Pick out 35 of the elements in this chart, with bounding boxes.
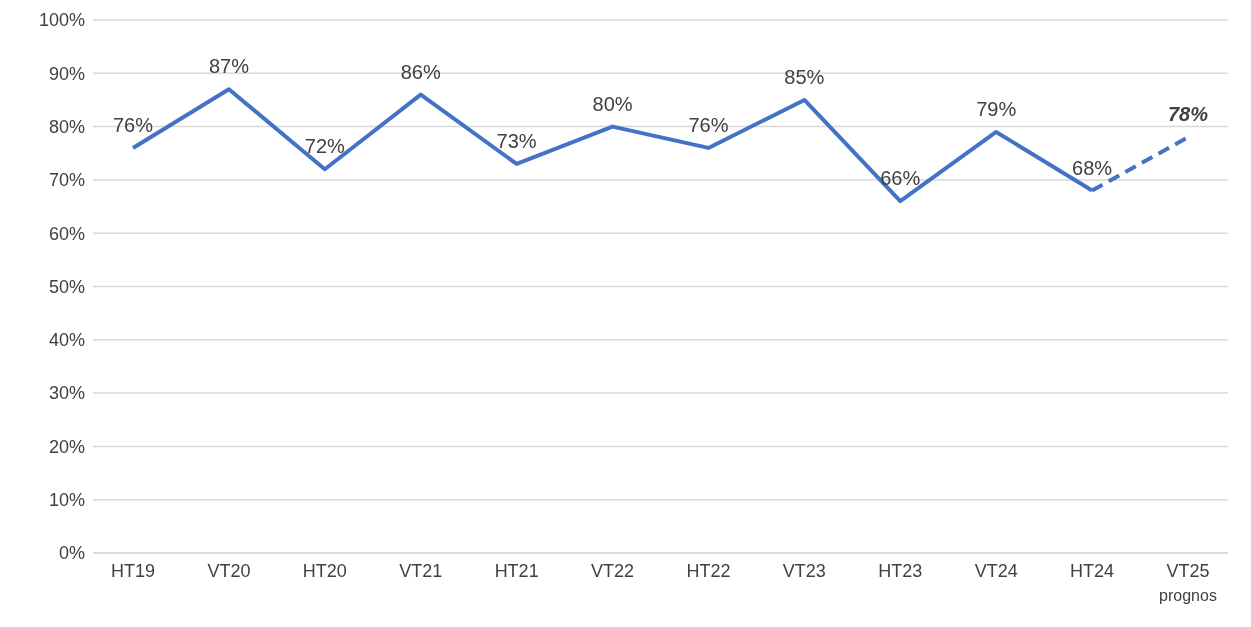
data-label: 78%	[1167, 103, 1209, 126]
data-label: 86%	[400, 60, 441, 83]
y-tick-label: 70%	[48, 170, 85, 191]
x-tick-label: HT23	[878, 561, 923, 581]
data-label: 72%	[304, 135, 346, 158]
y-tick-label: 30%	[48, 383, 85, 404]
x-tick-label: VT22	[591, 561, 635, 581]
y-tick-label: 50%	[48, 276, 85, 297]
data-label: 68%	[1072, 156, 1113, 179]
data-label: 76%	[112, 113, 154, 136]
y-tick-label: 100%	[38, 10, 85, 31]
data-label: 73%	[496, 129, 537, 152]
data-label: 85%	[784, 65, 825, 88]
x-tick-label: HT24	[1070, 561, 1115, 581]
data-label: 87%	[208, 55, 250, 78]
x-tick-label: HT22	[686, 561, 731, 581]
x-tick-label: VT24	[974, 561, 1018, 581]
y-tick-label: 0%	[58, 543, 85, 564]
y-tick-label: 80%	[48, 116, 85, 137]
data-label: 80%	[592, 92, 633, 115]
data-label: 79%	[976, 97, 1017, 120]
x-tick-label: VT23	[782, 561, 826, 581]
y-tick-label: 90%	[48, 63, 85, 84]
x-tick-label: VT21	[399, 561, 443, 581]
y-tick-label: 60%	[48, 223, 85, 244]
data-label: 66%	[880, 167, 921, 190]
x-tick-label: HT20	[302, 561, 347, 581]
x-tick-label: VT25 prognos	[1159, 561, 1217, 604]
x-tick-label: VT20	[207, 561, 251, 581]
data-label: 76%	[688, 113, 729, 136]
y-tick-label: 10%	[48, 490, 85, 511]
y-tick-label: 20%	[48, 436, 85, 457]
x-tick-label: HT19	[110, 561, 156, 581]
y-tick-label: 40%	[48, 330, 85, 351]
x-tick-label: HT21	[494, 561, 539, 581]
